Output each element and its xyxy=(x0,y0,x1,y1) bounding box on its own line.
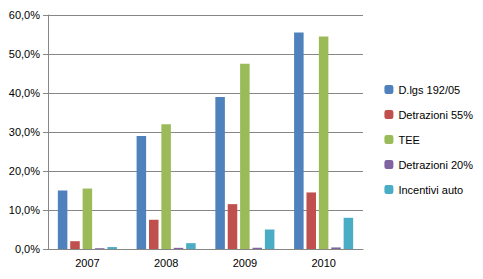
svg-text:2010: 2010 xyxy=(311,257,335,269)
svg-text:2009: 2009 xyxy=(233,257,257,269)
svg-text:2008: 2008 xyxy=(154,257,178,269)
svg-text:2007: 2007 xyxy=(75,257,99,269)
svg-text:Detrazioni 20%: Detrazioni 20% xyxy=(398,159,473,171)
svg-text:Detrazioni 55%: Detrazioni 55% xyxy=(398,109,473,121)
svg-text:0,0%: 0,0% xyxy=(15,243,40,255)
svg-text:TEE: TEE xyxy=(398,134,419,146)
svg-text:Incentivi auto: Incentivi auto xyxy=(398,184,463,196)
svg-text:20,0%: 20,0% xyxy=(9,165,40,177)
svg-text:40,0%: 40,0% xyxy=(9,87,40,99)
svg-text:30,0%: 30,0% xyxy=(9,126,40,138)
svg-text:D.lgs 192/05: D.lgs 192/05 xyxy=(398,84,460,96)
svg-text:10,0%: 10,0% xyxy=(9,204,40,216)
svg-text:50,0%: 50,0% xyxy=(9,48,40,60)
svg-text:60,0%: 60,0% xyxy=(9,9,40,21)
